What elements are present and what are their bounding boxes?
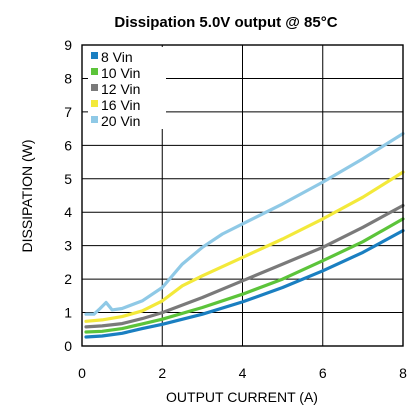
- y-tick-label: 2: [64, 271, 72, 287]
- legend-label: 8 Vin: [101, 49, 133, 65]
- legend-label: 10 Vin: [101, 65, 140, 81]
- series-line-1: [84, 217, 405, 334]
- chart-title: Dissipation 5.0V output @ 85°C: [114, 14, 337, 31]
- y-tick-label: 4: [64, 204, 72, 220]
- x-tick-label: 0: [78, 365, 86, 381]
- y-tick-label: 7: [64, 104, 72, 120]
- x-axis-label: OUTPUT CURRENT (A): [166, 389, 318, 405]
- plot-frame: [81, 44, 404, 347]
- legend-background: [88, 47, 166, 129]
- legend-label: 16 Vin: [101, 97, 140, 113]
- series-line-0: [84, 229, 405, 339]
- y-tick-label: 6: [64, 137, 72, 153]
- legend-swatch-3: [91, 100, 98, 107]
- x-tick-label: 2: [158, 365, 166, 381]
- y-tick-label: 9: [64, 37, 72, 53]
- x-tick-label: 4: [239, 365, 247, 381]
- x-tick-label: 6: [319, 365, 327, 381]
- legend-swatch-4: [91, 116, 98, 123]
- y-tick-label: 0: [64, 338, 72, 354]
- y-tick-labels: 0 1 2 3 4 5 6 7 8 9: [64, 37, 72, 354]
- legend-swatch-2: [91, 84, 98, 91]
- legend-label: 20 Vin: [101, 113, 140, 129]
- x-tick-label: 8: [399, 365, 407, 381]
- series-line-2: [84, 203, 405, 329]
- x-tick-labels: 0 2 4 6 8: [78, 365, 407, 381]
- legend-swatch-1: [91, 68, 98, 75]
- y-tick-label: 3: [64, 238, 72, 254]
- series-line-3: [84, 170, 405, 323]
- legend-label: 12 Vin: [101, 81, 140, 97]
- y-tick-label: 5: [64, 171, 72, 187]
- y-axis-label: DISSIPATION (W): [19, 139, 35, 252]
- y-tick-label: 1: [64, 305, 72, 321]
- legend-swatch-0: [91, 52, 98, 59]
- y-tick-label: 8: [64, 70, 72, 86]
- series-line-4: [84, 132, 405, 316]
- series-lines: [84, 132, 405, 339]
